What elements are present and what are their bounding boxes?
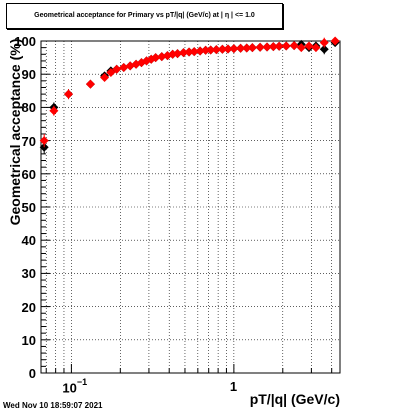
y-tick-label: 70 (21, 133, 36, 149)
data-point (229, 44, 239, 54)
data-point (217, 44, 227, 54)
data-point (289, 41, 299, 51)
y-tick-label: 80 (21, 100, 36, 116)
data-point (311, 43, 321, 53)
data-point (274, 41, 284, 51)
x-tick-label: 1 (229, 379, 238, 394)
y-tick-label: 0 (28, 366, 36, 381)
data-point (262, 42, 272, 52)
chart-title: Geometrical acceptance for Primary vs pT… (34, 12, 255, 19)
data-point (330, 36, 340, 46)
data-point (236, 43, 246, 53)
data-point (268, 42, 278, 52)
data-point (255, 42, 265, 52)
y-tick-label: 100 (14, 34, 36, 49)
data-point (85, 79, 95, 89)
data-point (64, 89, 74, 99)
y-tick-label: 20 (21, 299, 36, 315)
y-tick-label: 50 (21, 200, 36, 215)
data-point (119, 63, 129, 73)
data-point (211, 45, 221, 55)
data-point (242, 43, 252, 53)
y-tick-label: 90 (21, 67, 36, 83)
data-points (39, 36, 340, 154)
data-point (100, 73, 110, 83)
y-tick-label: 10 (21, 332, 36, 348)
y-tick-label: 30 (21, 266, 36, 282)
axis-ticks (41, 40, 333, 374)
grid-lines (41, 41, 340, 373)
x-axis-label: pT/|q| (GeV/c) (249, 391, 340, 407)
plot-frame (40, 40, 341, 374)
y-tick-label: 60 (21, 166, 36, 182)
data-point (304, 41, 314, 51)
data-point (189, 47, 199, 57)
data-point (184, 47, 194, 57)
data-point (106, 68, 116, 78)
data-point (319, 38, 329, 48)
data-point (49, 106, 59, 116)
x-tick-label: 10−1 (62, 377, 88, 396)
chart-title-box: Geometrical acceptance for Primary vs pT… (6, 3, 283, 29)
data-point (201, 45, 211, 55)
data-point (247, 43, 257, 53)
data-point (223, 44, 233, 54)
data-point (173, 49, 183, 59)
data-point (296, 43, 306, 53)
data-point (179, 48, 189, 58)
data-point (151, 53, 161, 63)
data-point (157, 52, 167, 62)
y-tick-label: 40 (21, 233, 36, 249)
timestamp: Wed Nov 10 18:59:07 2021 (3, 401, 103, 410)
data-point (319, 44, 329, 54)
data-point (206, 45, 216, 55)
data-point (112, 64, 122, 74)
data-point (281, 41, 291, 51)
data-point (39, 136, 49, 146)
data-point (195, 46, 205, 56)
